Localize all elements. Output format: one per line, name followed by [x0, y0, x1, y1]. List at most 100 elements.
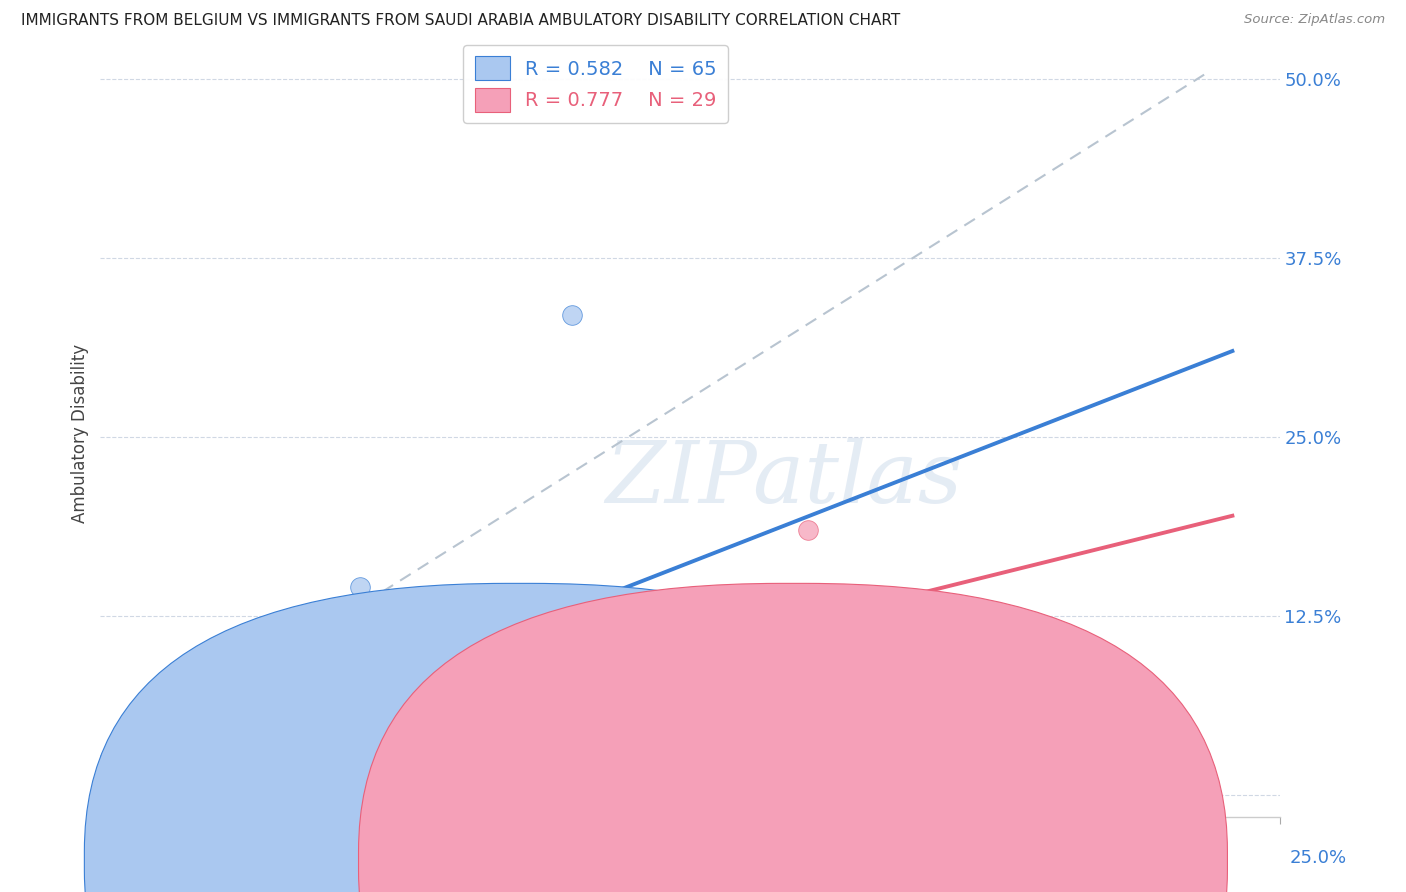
Point [98, 782, 121, 797]
Text: Source: ZipAtlas.com: Source: ZipAtlas.com [1244, 13, 1385, 27]
Point [103, 780, 125, 794]
Point [98, 778, 121, 792]
Point [103, 783, 125, 797]
Point [122, 780, 145, 795]
Point [98, 787, 121, 801]
Point [94, 756, 117, 771]
Point [122, 773, 145, 788]
Point [146, 780, 169, 795]
Point [98, 776, 121, 790]
Point [94, 766, 117, 780]
Point [108, 783, 131, 797]
Point [112, 780, 135, 794]
Point [122, 783, 145, 797]
Point [103, 782, 125, 797]
Point [155, 783, 177, 797]
Point [160, 775, 183, 789]
Text: 25.0%: 25.0% [1289, 849, 1347, 867]
Point [132, 771, 155, 785]
Point [94, 787, 117, 801]
Point [141, 769, 163, 783]
Point [240, 783, 263, 797]
Point [160, 769, 183, 783]
Point [278, 782, 301, 797]
Point [112, 766, 135, 780]
Point [136, 776, 159, 790]
Point [118, 775, 141, 789]
Point [112, 769, 135, 783]
Point [112, 783, 135, 797]
Point [127, 782, 149, 797]
Point [797, 523, 820, 537]
Point [103, 771, 125, 785]
Point [349, 580, 371, 594]
Point [98, 783, 121, 797]
Text: Immigrants from Saudi Arabia: Immigrants from Saudi Arabia [815, 852, 1066, 870]
Point [136, 766, 159, 780]
Point [118, 780, 141, 794]
Point [94, 780, 117, 795]
Point [103, 787, 125, 801]
Point [150, 775, 173, 789]
Point [118, 778, 141, 792]
Point [108, 764, 131, 778]
Point [118, 771, 141, 785]
Point [112, 785, 135, 799]
Point [118, 787, 141, 801]
Point [108, 780, 131, 795]
Point [94, 782, 117, 797]
Point [127, 769, 149, 783]
Point [122, 778, 145, 792]
Point [443, 785, 465, 799]
Point [132, 780, 155, 795]
Point [132, 775, 155, 789]
Point [103, 775, 125, 789]
Point [98, 780, 121, 795]
Point [141, 780, 163, 794]
Point [108, 778, 131, 792]
Y-axis label: Ambulatory Disability: Ambulatory Disability [72, 343, 89, 523]
Point [118, 783, 141, 797]
Point [94, 778, 117, 792]
Point [98, 780, 121, 795]
Point [108, 768, 131, 782]
Point [98, 769, 121, 783]
Point [108, 776, 131, 790]
Point [118, 782, 141, 797]
Point [160, 778, 183, 792]
Point [94, 785, 117, 799]
Point [112, 780, 135, 795]
Point [103, 773, 125, 788]
Point [94, 776, 117, 790]
Text: Immigrants from Belgium: Immigrants from Belgium [541, 852, 754, 870]
Point [112, 780, 135, 795]
Legend: R = 0.582    N = 65, R = 0.777    N = 29: R = 0.582 N = 65, R = 0.777 N = 29 [463, 45, 728, 123]
Point [183, 780, 205, 795]
Point [127, 785, 149, 799]
Point [174, 780, 197, 794]
Point [98, 762, 121, 776]
Point [165, 782, 187, 797]
Point [136, 782, 159, 797]
Point [94, 783, 117, 797]
Point [108, 772, 131, 787]
Point [221, 782, 243, 797]
Point [349, 783, 371, 797]
Point [98, 785, 121, 799]
Point [103, 785, 125, 799]
Text: IMMIGRANTS FROM BELGIUM VS IMMIGRANTS FROM SAUDI ARABIA AMBULATORY DISABILITY CO: IMMIGRANTS FROM BELGIUM VS IMMIGRANTS FR… [21, 13, 900, 29]
Point [132, 783, 155, 797]
Point [561, 308, 583, 322]
Point [98, 773, 121, 788]
Point [127, 778, 149, 792]
Text: ZIPatlas: ZIPatlas [606, 438, 963, 521]
Point [103, 778, 125, 792]
Point [193, 783, 215, 797]
Point [207, 776, 229, 790]
Point [136, 782, 159, 797]
Point [122, 768, 145, 782]
Point [491, 780, 513, 795]
Point [103, 765, 125, 780]
Point [112, 776, 135, 790]
Text: 0.0%: 0.0% [101, 849, 146, 867]
